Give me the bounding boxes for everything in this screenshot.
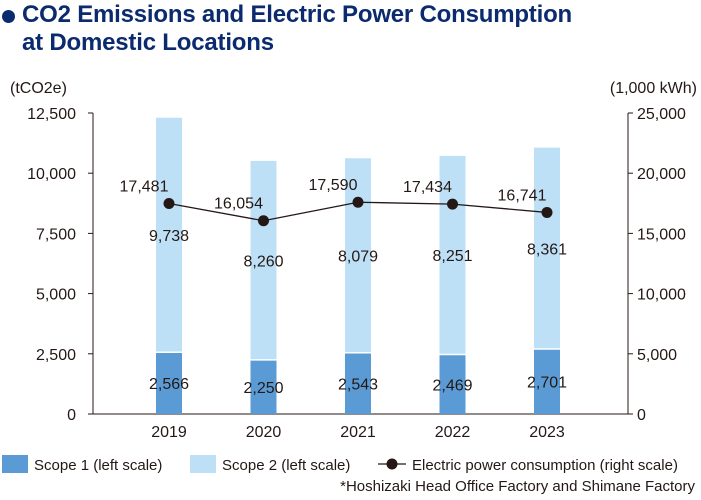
- legend-line-marker: [386, 458, 398, 470]
- scope2-bar: [534, 147, 560, 349]
- right-axis-unit: (1,000 kWh): [610, 80, 697, 97]
- right-tick-label: 10,000: [637, 287, 686, 304]
- scope2-bar: [345, 158, 371, 353]
- x-tick-label: 2021: [340, 424, 376, 441]
- scope2-value-label: 8,361: [527, 241, 567, 258]
- x-tick-label: 2019: [151, 424, 187, 441]
- left-tick-label: 2,500: [36, 347, 76, 364]
- scope2-bar: [156, 117, 182, 353]
- title-line-2: at Domestic Locations: [22, 29, 274, 56]
- legend-line-label: Electric power consumption (right scale): [412, 457, 678, 474]
- scope2-value-label: 8,260: [243, 253, 283, 270]
- power-value-label: 17,590: [309, 177, 358, 194]
- legend-scope2-swatch: [190, 455, 216, 473]
- power-consumption-point: [258, 215, 269, 227]
- scope1-value-label: 2,469: [432, 377, 472, 394]
- power-value-label: 17,434: [403, 179, 452, 196]
- x-tick-label: 2020: [246, 424, 282, 441]
- legend-scope2-label: Scope 2 (left scale): [222, 457, 350, 474]
- scope1-value-label: 2,566: [149, 376, 189, 393]
- power-consumption-point: [352, 196, 364, 208]
- scope1-bar: [439, 354, 466, 414]
- scope1-bar: [156, 352, 182, 414]
- title-line-1: CO2 Emissions and Electric Power Consump…: [22, 1, 572, 28]
- right-tick-label: 20,000: [637, 166, 686, 183]
- left-tick-label: 0: [67, 407, 76, 424]
- x-tick-label: 2023: [529, 424, 565, 441]
- power-value-label: 16,054: [214, 196, 263, 213]
- scope2-value-label: 8,079: [338, 248, 378, 265]
- left-tick-label: 5,000: [36, 287, 76, 304]
- scope2-value-label: 9,738: [149, 228, 189, 245]
- legend-scope1-label: Scope 1 (left scale): [34, 457, 162, 474]
- power-value-label: 17,481: [120, 179, 169, 196]
- x-tick-label: 2022: [435, 424, 471, 441]
- power-consumption-point: [163, 198, 175, 210]
- power-consumption-point: [541, 206, 553, 218]
- power-consumption-point: [447, 198, 458, 210]
- right-tick-label: 15,000: [637, 226, 686, 243]
- scope1-value-label: 2,543: [338, 376, 378, 393]
- scope1-value-label: 2,701: [527, 374, 567, 391]
- left-axis-unit: (tCO2e): [10, 80, 67, 97]
- legend-scope1-swatch: [2, 455, 28, 473]
- left-tick-label: 12,500: [27, 106, 76, 123]
- power-value-label: 16,741: [498, 187, 547, 204]
- scope1-value-label: 2,250: [243, 380, 283, 397]
- scope1-bar: [250, 359, 277, 414]
- scope2-bar: [439, 155, 466, 355]
- scope2-bar: [250, 160, 277, 360]
- right-tick-label: 5,000: [637, 347, 677, 364]
- scope1-bar: [534, 348, 560, 414]
- left-tick-label: 10,000: [27, 166, 76, 183]
- scope1-bar: [345, 352, 371, 414]
- right-tick-label: 0: [637, 407, 646, 424]
- title-bullet-icon: [2, 10, 15, 23]
- left-tick-label: 7,500: [36, 226, 76, 243]
- footnote: *Hoshizaki Head Office Factory and Shima…: [340, 478, 695, 495]
- scope2-value-label: 8,251: [432, 248, 472, 265]
- right-tick-label: 25,000: [637, 106, 686, 123]
